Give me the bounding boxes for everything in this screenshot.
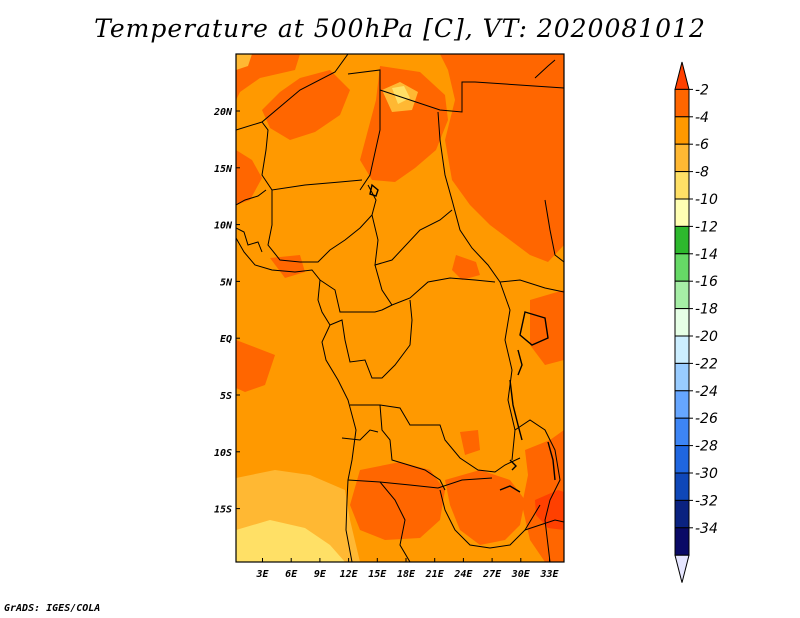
colorbar-level-label: -18 [695, 302, 718, 318]
lon-label: 33E [539, 569, 559, 580]
map-frame [235, 53, 565, 563]
colorbar-box [674, 527, 690, 556]
border-sudan-east [544, 199, 564, 263]
border-cameroon-gabon [319, 279, 393, 313]
lake-tanganyika [509, 379, 523, 441]
lat-label: EQ [220, 334, 232, 345]
field-cold-regions [236, 86, 410, 562]
coastline-west-africa [236, 237, 357, 562]
border-red-sea [534, 59, 556, 79]
colorbar-box [674, 499, 690, 529]
border-car-north [371, 209, 453, 266]
lat-tick-labels: 20N 15N 10N 5N EQ 5S 10S 15S [213, 107, 240, 516]
colorbar-level-label: -30 [695, 466, 718, 482]
border-tanzania [514, 419, 561, 562]
colorbar-box [674, 335, 690, 364]
lat-label: 15S [214, 505, 232, 516]
lon-label: 6E [285, 569, 298, 580]
lat-label: 10N [214, 221, 233, 232]
field-warm-regions [236, 54, 564, 562]
lat-label: 5S [220, 391, 232, 402]
colorbar-level-label: -8 [695, 165, 709, 181]
lake-mweru [509, 459, 517, 471]
border-angola-namibia [347, 477, 493, 489]
border-mozambique [524, 519, 564, 531]
colorbar-box [674, 253, 690, 282]
border-zambia-south [439, 489, 541, 549]
border-niger-chad [379, 81, 564, 113]
border-drc-angola [350, 404, 521, 473]
lake-albert [517, 349, 523, 376]
colorbar-box [674, 362, 690, 392]
lon-label: 18E [397, 569, 416, 580]
colorbar: -2 -4 -6 -8 -10 -12 -14 -16 -18 -20 -22 -24 -26 -28 -3… [674, 61, 718, 583]
lon-label: 27E [482, 569, 502, 580]
colorbar-box [674, 116, 690, 145]
colorbar-box [674, 143, 690, 173]
lake-chad [369, 183, 379, 197]
border-gabon-congo [329, 299, 413, 379]
border-angola-north [341, 429, 379, 441]
colorbar-box [674, 445, 690, 474]
colorbar-level-label: -16 [695, 274, 718, 290]
colorbar-box [674, 390, 690, 419]
colorbar-box [674, 88, 690, 118]
lon-label: 12E [340, 569, 359, 580]
lon-label: 21E [425, 569, 445, 580]
colorbar-level-label: -10 [695, 192, 718, 208]
colorbar-level-label: -2 [695, 82, 709, 98]
lake-victoria [519, 311, 549, 346]
lat-label: 15N [214, 164, 233, 175]
lakes [369, 183, 556, 493]
grads-credit: GrADS: IGES/COLA [4, 603, 101, 614]
border-botswana [379, 481, 411, 562]
lon-label: 15E [368, 569, 387, 580]
colorbar-level-label: -28 [695, 439, 718, 455]
colorbar-level-label: -32 [695, 493, 718, 509]
colorbar-box [674, 198, 690, 227]
lake-malawi [547, 441, 556, 481]
colorbar-level-label: -24 [695, 384, 718, 400]
colorbar-level-label: -14 [695, 247, 718, 263]
colorbar-box [674, 171, 690, 200]
border-nigeria [267, 184, 377, 263]
border-mali-niger [261, 121, 363, 191]
colorbar-level-label: -20 [695, 329, 718, 345]
lon-label: 24E [453, 569, 473, 580]
border-sudan-south [499, 279, 564, 293]
border-chad-sudan [437, 111, 501, 283]
border-sahel-north [236, 54, 349, 131]
lon-label: 30E [511, 569, 531, 580]
border-algeria-niger [347, 69, 381, 191]
colorbar-box [674, 308, 690, 337]
country-borders [236, 54, 564, 562]
colorbar-box [674, 280, 690, 310]
border-west-coast-small [236, 227, 263, 253]
lon-tick-labels: 3E 6E 9E 12E 15E 18E 21E 24E 27E 30E 33E [255, 558, 560, 580]
lat-label: 5N [220, 277, 233, 288]
border-burkina [236, 189, 267, 206]
lake-kariba [499, 485, 521, 493]
lat-label: 20N [213, 107, 233, 118]
colorbar-level-label: -6 [695, 137, 709, 153]
colorbar-level-label: -22 [695, 356, 718, 372]
temperature-field [236, 54, 564, 562]
lon-label: 9E [314, 569, 327, 580]
border-car-south [374, 264, 496, 306]
colorbar-level-label: -34 [695, 521, 718, 537]
colorbar-bottom-triangle [674, 554, 690, 583]
chart-title: Temperature at 500hPa [C], VT: 202008101… [94, 14, 706, 43]
colorbar-box [674, 472, 690, 501]
colorbar-box [674, 225, 690, 255]
lon-label: 3E [255, 569, 269, 580]
colorbar-level-label: -26 [695, 411, 718, 427]
border-angola-zambia [379, 404, 446, 491]
colorbar-box [674, 417, 690, 447]
lat-label: 10S [214, 448, 232, 459]
colorbar-top-triangle [674, 61, 690, 90]
colorbar-level-label: -4 [695, 110, 709, 126]
colorbar-level-label: -12 [695, 219, 718, 235]
